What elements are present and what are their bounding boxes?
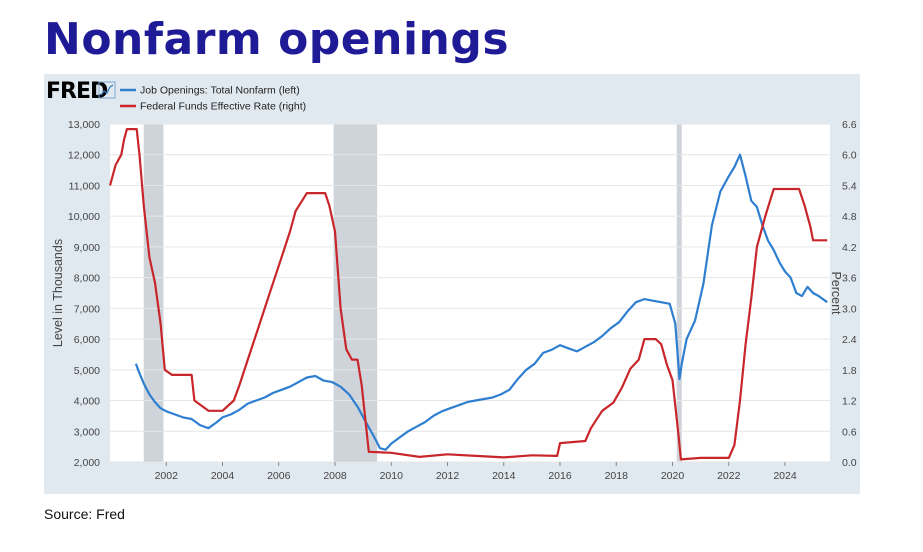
y-tick-label-left: 4,000: [74, 396, 100, 408]
x-axis: 2002 2004 2006 2008 2010 2012 2014 2016 2018 2020…: [155, 462, 797, 482]
x-tick-label: 2008: [323, 470, 347, 482]
chart-line-icon: [98, 81, 116, 99]
legend-label-job-openings: Job Openings: Total Nonfarm (left): [140, 85, 300, 97]
y-tick-label-right: 6.6: [842, 119, 857, 131]
y-tick-label-left: 12,000: [68, 150, 100, 162]
y-tick-label-left: 7,000: [74, 303, 100, 315]
x-tick-label: 2016: [548, 470, 572, 482]
series-line-job-openings: [134, 153, 828, 451]
series-lines: [108, 127, 828, 461]
y-tick-label-left: 6,000: [74, 334, 100, 346]
source-note: Source: Fred: [44, 506, 125, 522]
y-tick-label-left: 2,000: [74, 457, 100, 469]
recession-band: [333, 124, 378, 462]
fred-chart: FRED Job Openings: Total Nonfarm (left) …: [46, 79, 857, 482]
y-tick-label-right: 1.2: [842, 396, 857, 408]
y-tick-label-right: 6.0: [842, 150, 857, 162]
gridlines: [110, 123, 830, 463]
x-tick-label: 2024: [773, 470, 797, 482]
y-tick-label-right: 4.2: [842, 242, 857, 254]
x-tick-label: 2006: [267, 470, 291, 482]
y-tick-label-left: 13,000: [68, 119, 100, 131]
y-tick-label-right: 5.4: [842, 180, 857, 192]
y-tick-label-right: 0.0: [842, 457, 857, 469]
y-axis-right-label: Percent: [829, 271, 843, 315]
y-tick-label-left: 10,000: [68, 211, 100, 223]
fred-logo: FRED: [46, 79, 116, 104]
chart-panel: FRED Job Openings: Total Nonfarm (left) …: [44, 74, 860, 494]
recession-band: [676, 124, 682, 462]
recession-band: [143, 124, 164, 462]
x-tick-label: 2020: [661, 470, 685, 482]
y-tick-label-left: 5,000: [74, 365, 100, 377]
x-tick-label: 2004: [211, 470, 235, 482]
y-axis-left-label: Level in Thousands: [51, 239, 65, 347]
plot-area: [110, 124, 830, 462]
x-tick-label: 2022: [717, 470, 741, 482]
y-tick-label-left: 9,000: [74, 242, 100, 254]
recession-bands: [143, 124, 682, 462]
series-line-fed-funds: [108, 127, 828, 461]
y-tick-label-left: 8,000: [74, 273, 100, 285]
x-tick-label: 2010: [380, 470, 404, 482]
x-tick-label: 2018: [605, 470, 629, 482]
page-title: Nonfarm openings: [44, 14, 510, 65]
fred-logo-text: FRED: [46, 79, 108, 104]
y-tick-label-right: 0.6: [842, 426, 857, 438]
y-tick-label-right: 2.4: [842, 334, 857, 346]
y-axis-left: 2,000 3,000 4,000 5,000 6,000 7,000 8,000 9,000…: [68, 119, 100, 469]
y-axis-right: 0.0 0.6 1.2 1.8 2.4 3.0 3.6 4.2 4.8 5.4 6.0 6.6: [842, 119, 857, 469]
legend-label-fed-funds: Federal Funds Effective Rate (right): [140, 101, 306, 113]
y-tick-label-right: 3.0: [842, 303, 857, 315]
y-tick-label-left: 11,000: [69, 180, 100, 192]
legend: Job Openings: Total Nonfarm (left) Feder…: [120, 85, 306, 113]
x-tick-label: 2012: [436, 470, 460, 482]
x-tick-label: 2002: [155, 470, 179, 482]
y-tick-label-right: 1.8: [842, 365, 857, 377]
y-tick-label-right: 3.6: [842, 273, 857, 285]
y-tick-label-left: 3,000: [74, 426, 100, 438]
x-tick-label: 2014: [492, 470, 516, 482]
y-tick-label-right: 4.8: [842, 211, 857, 223]
